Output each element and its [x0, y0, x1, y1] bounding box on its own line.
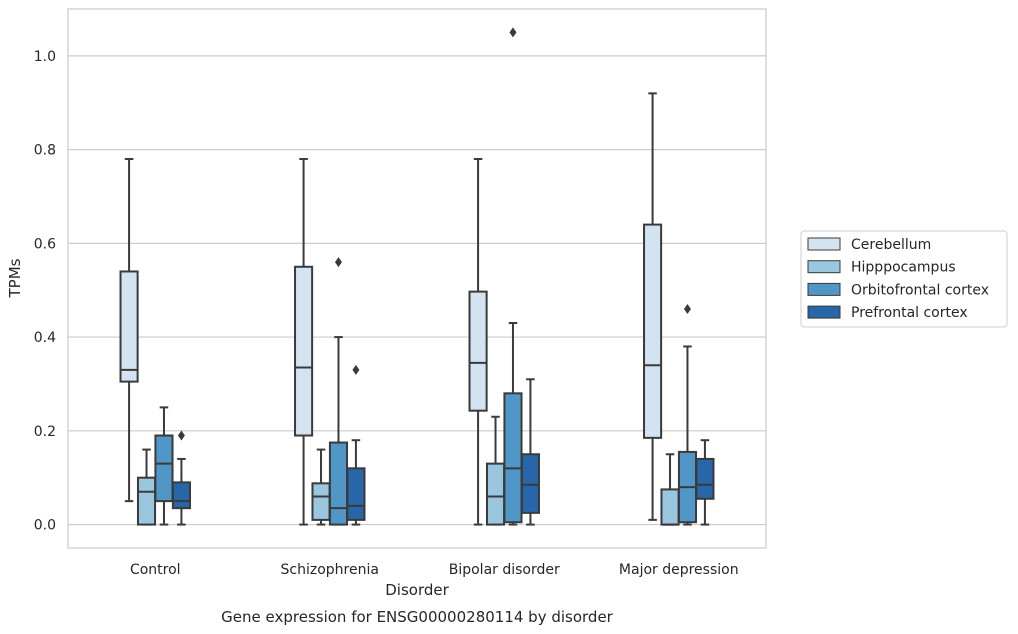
- box-group: [660, 453, 680, 526]
- legend-swatch: [807, 282, 841, 296]
- outlier-point: [509, 27, 517, 38]
- box-group: [695, 439, 715, 526]
- box-marks: [119, 27, 715, 526]
- x-tick-label: Schizophrenia: [281, 562, 379, 578]
- box-iqr: [695, 457, 715, 500]
- box-iqr: [660, 488, 680, 526]
- box-group: [328, 257, 349, 526]
- x-tick-label: Bipolar disorder: [449, 562, 560, 578]
- box-group: [520, 378, 540, 526]
- legend-swatch: [807, 237, 841, 251]
- outlier-point: [683, 303, 691, 314]
- legend-swatch: [807, 260, 841, 274]
- box-group: [643, 92, 663, 521]
- box-iqr: [171, 481, 191, 510]
- box-group: [468, 157, 488, 526]
- box-iqr: [520, 453, 540, 514]
- x-tick-labels: Control Schizophrenia Bipolar disorder Majo…: [130, 562, 739, 578]
- legend-label: Cerebellum: [851, 237, 931, 253]
- legend-label: Orbitofrontal cortex: [851, 282, 989, 298]
- y-tick-label: 0.8: [34, 143, 56, 159]
- y-tick-label: 1.0: [34, 49, 56, 65]
- box-iqr: [154, 434, 174, 503]
- y-tick-label: 0.4: [34, 330, 56, 346]
- box-iqr: [311, 482, 331, 521]
- box-iqr: [485, 462, 506, 526]
- outlier-point: [177, 430, 185, 441]
- y-axis-label: TPMs: [6, 258, 24, 298]
- box-group: [503, 27, 523, 526]
- y-tick-label: 0.6: [34, 236, 56, 252]
- box-iqr: [119, 270, 139, 383]
- legend-swatch: [807, 305, 841, 319]
- box-group: [171, 430, 191, 526]
- chart-title: Gene expression for ENSG00000280114 by d…: [221, 608, 614, 626]
- box-group: [119, 157, 139, 503]
- box-iqr: [346, 467, 366, 521]
- x-axis-label: Disorder: [385, 581, 449, 599]
- legend-frame: [800, 230, 1008, 328]
- box-group: [346, 364, 366, 526]
- legend-label: Hipppocampus: [851, 260, 956, 276]
- outlier-point: [334, 257, 342, 268]
- x-tick-label: Control: [130, 562, 181, 578]
- y-tick-label: 0.0: [34, 518, 56, 534]
- legend-label: Prefrontal cortex: [851, 305, 968, 321]
- y-gridlines: [68, 55, 766, 526]
- box-iqr: [503, 392, 523, 524]
- outlier-point: [352, 364, 360, 375]
- x-tick-label: Major depression: [619, 562, 739, 578]
- box-group: [294, 157, 314, 526]
- plot-area: [67, 8, 767, 549]
- box-group: [154, 406, 174, 526]
- legend: Cerebellum Hipppocampus Orbitofrontal cort…: [800, 230, 1008, 328]
- box-group: [485, 415, 506, 526]
- box-group: [311, 448, 331, 526]
- box-iqr: [136, 476, 157, 526]
- box-group: [136, 448, 157, 526]
- y-tick-label: 0.2: [34, 424, 56, 440]
- box-iqr: [328, 441, 349, 526]
- box-iqr: [468, 290, 488, 412]
- box-iqr: [294, 265, 314, 437]
- box-iqr: [643, 223, 663, 439]
- y-tick-labels: 0.0 0.2 0.4 0.6 0.8 1.0: [34, 49, 56, 534]
- box-group: [677, 303, 698, 526]
